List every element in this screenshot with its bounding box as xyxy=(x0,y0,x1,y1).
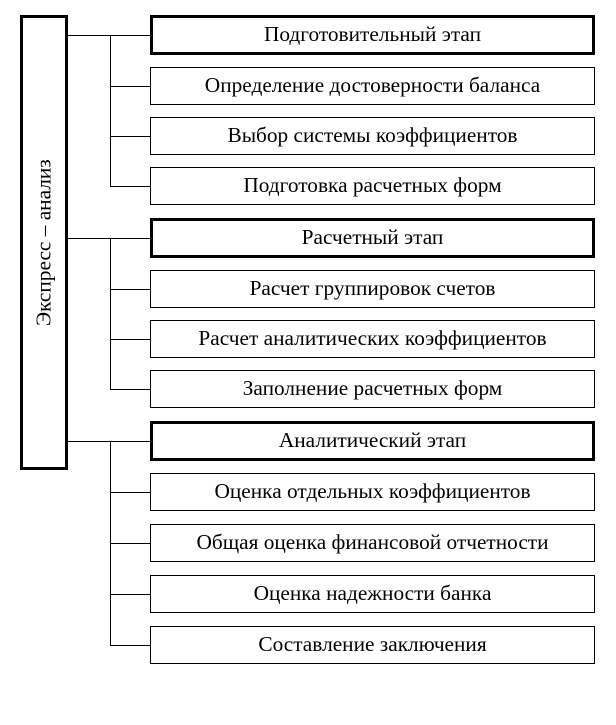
connector xyxy=(110,339,150,340)
stage-item: Определение достоверности баланса xyxy=(150,67,595,105)
stage-item: Общая оценка финансовой отчетности xyxy=(150,524,595,562)
connector xyxy=(110,543,150,544)
stage-header: Расчетный этап xyxy=(150,218,595,258)
connector xyxy=(110,389,150,390)
stage-header: Подготовительный этап xyxy=(150,15,595,55)
connector xyxy=(110,186,150,187)
diagram-canvas: Экспресс – анализ Подготовительный этап Оп… xyxy=(0,0,616,725)
stage-header: Аналитический этап xyxy=(150,421,595,461)
connector xyxy=(110,238,111,389)
stage-item: Расчет аналитических коэффициентов xyxy=(150,320,595,358)
connector xyxy=(68,35,150,36)
stage-item: Оценка отдельных коэффициентов xyxy=(150,473,595,511)
stage-item: Оценка надежности банка xyxy=(150,575,595,613)
stage-item: Расчет группировок счетов xyxy=(150,270,595,308)
stage-item: Подготовка расчетных форм xyxy=(150,167,595,205)
root-node: Экспресс – анализ xyxy=(20,15,68,470)
connector xyxy=(110,86,150,87)
connector xyxy=(68,441,150,442)
stage-item: Выбор системы коэффициентов xyxy=(150,117,595,155)
connector xyxy=(110,594,150,595)
connector xyxy=(110,136,150,137)
connector xyxy=(68,238,150,239)
stage-item: Заполнение расчетных форм xyxy=(150,370,595,408)
connector xyxy=(110,492,150,493)
connector xyxy=(110,35,111,186)
stage-item: Составление заключения xyxy=(150,626,595,664)
connector xyxy=(110,645,150,646)
connector xyxy=(110,289,150,290)
